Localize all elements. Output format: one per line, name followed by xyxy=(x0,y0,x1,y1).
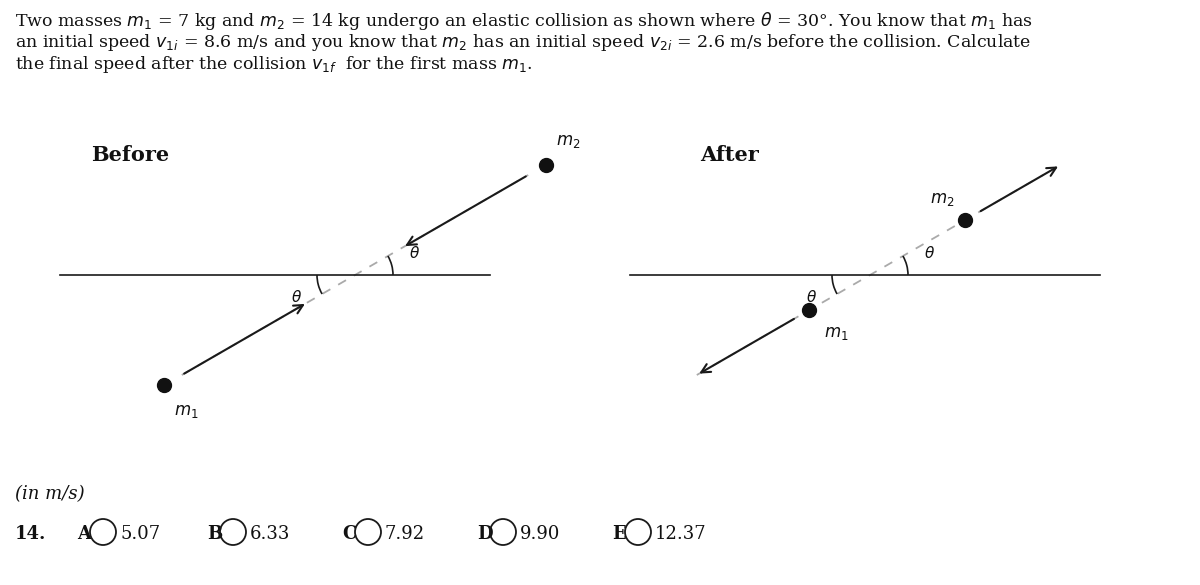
Text: an initial speed $v_{1i}$ = 8.6 m/s and you know that $m_2$ has an initial speed: an initial speed $v_{1i}$ = 8.6 m/s and … xyxy=(14,32,1031,53)
Text: C: C xyxy=(342,525,356,543)
Text: Before: Before xyxy=(91,145,169,165)
Text: $\theta$: $\theta$ xyxy=(409,245,420,261)
Text: $m_2$: $m_2$ xyxy=(930,191,955,208)
Text: $m_1$: $m_1$ xyxy=(174,403,199,420)
Text: $\theta$: $\theta$ xyxy=(292,289,302,305)
Text: B: B xyxy=(208,525,222,543)
Text: D: D xyxy=(478,525,493,543)
Text: 7.92: 7.92 xyxy=(385,525,425,543)
Text: 9.90: 9.90 xyxy=(520,525,560,543)
Text: 5.07: 5.07 xyxy=(120,525,160,543)
Text: 14.: 14. xyxy=(14,525,47,543)
Text: 6.33: 6.33 xyxy=(250,525,290,543)
Text: $m_2$: $m_2$ xyxy=(556,133,580,150)
Text: (in m/s): (in m/s) xyxy=(14,485,85,503)
Text: Two masses $m_1$ = 7 kg and $m_2$ = 14 kg undergo an elastic collision as shown : Two masses $m_1$ = 7 kg and $m_2$ = 14 k… xyxy=(14,10,1033,32)
Text: A: A xyxy=(77,525,91,543)
Text: $\theta$: $\theta$ xyxy=(924,245,936,261)
Text: $m_1$: $m_1$ xyxy=(824,325,848,342)
Text: After: After xyxy=(701,145,760,165)
Text: the final speed after the collision $v_{1f}$  for the first mass $m_1$.: the final speed after the collision $v_{… xyxy=(14,54,533,75)
Text: 12.37: 12.37 xyxy=(655,525,707,543)
Text: E: E xyxy=(612,525,625,543)
Text: $\theta$: $\theta$ xyxy=(806,289,817,305)
